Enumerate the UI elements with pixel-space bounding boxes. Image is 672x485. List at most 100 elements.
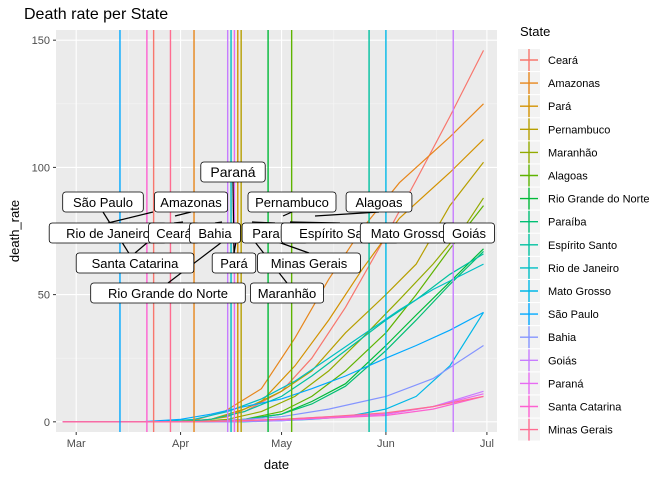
annotation-labels: Paraná São Paulo Amazonas Pernambuco Alagoas…: [48, 161, 495, 304]
legend-item: Rio de Janeiro: [518, 256, 619, 279]
x-tick-label: Mar: [67, 438, 86, 450]
series-lines: [62, 50, 485, 423]
legend-label: São Paulo: [548, 309, 599, 321]
legend-label: Maranhão: [548, 147, 598, 159]
annotation-label: Pará: [211, 252, 257, 274]
y-tick-label: 50: [38, 290, 50, 302]
annotation-text: Mato Grosso: [371, 226, 445, 241]
annotation-label: Goiás: [443, 222, 495, 244]
series-line-minas-gerais: [62, 395, 484, 423]
annotation-text: Rio de Janeiro: [66, 226, 150, 241]
series-line-maranhão: [62, 197, 485, 423]
annotation-label: Ceará: [148, 222, 200, 244]
annotation-leader: [233, 241, 237, 254]
legend-item: Maranhão: [518, 141, 598, 164]
annotation-label: Minas Gerais: [257, 252, 361, 274]
legend-item: Bahia: [518, 326, 577, 349]
annotation-text: Maranhão: [258, 286, 317, 301]
annotation-leader: [107, 211, 154, 224]
legend-label: Santa Catarina: [548, 402, 622, 414]
annotation-box: [189, 222, 241, 244]
legend-item: Espírito Santo: [518, 233, 617, 256]
legend-item: Santa Catarina: [518, 395, 622, 418]
annotation-box: [153, 191, 228, 213]
legend-label: Goiás: [548, 355, 577, 367]
annotation-text: São Paulo: [73, 195, 133, 210]
annotation-label: São Paulo: [62, 191, 144, 213]
legend-item: São Paulo: [518, 303, 599, 326]
annotation-leader: [314, 211, 380, 217]
x-tick-label: Jul: [480, 438, 494, 450]
annotation-leader: [282, 211, 293, 217]
x-tick-label: Jun: [377, 438, 395, 450]
series-line-amazonas: [62, 103, 484, 423]
y-tick-label: 0: [44, 417, 50, 429]
annotation-text: Alagoas: [356, 195, 403, 210]
annotation-text: Santa Catarina: [92, 256, 179, 271]
legend-item: Rio Grande do Norte: [518, 187, 650, 210]
series-line-são-paulo: [62, 311, 484, 423]
annotation-box: [247, 191, 337, 213]
legend-item: Paraná: [518, 372, 584, 395]
x-axis-title: date: [264, 457, 289, 472]
legend-item: Ceará: [518, 49, 579, 71]
annotation-label: Santa Catarina: [75, 252, 195, 274]
y-axis-title: death_rate: [7, 200, 22, 262]
legend-label: Rio de Janeiro: [548, 263, 619, 275]
series-line-espírito-santo: [62, 253, 484, 423]
annotation-box: [75, 252, 195, 274]
legend-label: Rio Grande do Norte: [548, 194, 650, 206]
legend-item: Paraíba: [518, 210, 587, 233]
annotation-text: Rio Grande do Norte: [108, 286, 228, 301]
legend-label: Espírito Santo: [548, 240, 617, 252]
chart-title: Death rate per State: [24, 6, 168, 23]
annotation-box: [90, 282, 246, 304]
annotation-text: Pará: [220, 256, 248, 271]
annotation-label: Paraná: [200, 161, 266, 183]
legend-label: Pará: [548, 101, 572, 113]
legend-item: Goiás: [518, 349, 577, 372]
annotation-leader: [277, 241, 310, 254]
legend-label: Paraíba: [548, 217, 587, 229]
legend-label: Pernambuco: [548, 124, 610, 136]
annotation-box: [345, 191, 413, 213]
annotation-box: [62, 191, 144, 213]
x-tick-label: Apr: [172, 438, 189, 450]
annotation-label: Alagoas: [345, 191, 413, 213]
x-tick-label: May: [271, 438, 292, 450]
annotation-text: Ceará: [156, 226, 192, 241]
annotation-leader: [167, 241, 223, 284]
legend-label: Paraná: [548, 378, 584, 390]
annotation-label: Mato Grosso: [359, 222, 457, 244]
legend-item: Amazonas: [518, 72, 600, 95]
annotation-text: Minas Gerais: [271, 256, 348, 271]
annotation-leader: [134, 241, 149, 254]
y-tick-label: 150: [32, 35, 50, 47]
annotation-box: [443, 222, 495, 244]
legend-item: Minas Gerais: [518, 418, 613, 441]
legend-label: Mato Grosso: [548, 286, 611, 298]
annotation-box: [249, 282, 324, 304]
annotation-box: [257, 252, 361, 274]
legend-item: Mato Grosso: [518, 280, 611, 302]
annotation-box: [211, 252, 257, 274]
series-line-rio-de-janeiro: [62, 263, 484, 423]
legend-item: Pernambuco: [518, 118, 610, 141]
annotation-text: Goiás: [452, 226, 486, 241]
legend-label: Minas Gerais: [548, 425, 613, 437]
annotation-text: Pernambuco: [255, 195, 329, 210]
legend-label: Ceará: [548, 55, 579, 67]
annotation-text: Bahia: [198, 226, 232, 241]
legend-item: Alagoas: [518, 164, 588, 187]
annotation-label: Pernambuco: [247, 191, 337, 213]
annotation-label: Maranhão: [249, 282, 324, 304]
legend-label: Amazonas: [548, 78, 600, 90]
legend-label: Alagoas: [548, 171, 588, 183]
annotation-label: Rio Grande do Norte: [90, 282, 246, 304]
annotation-box: [200, 161, 266, 183]
legend-item: Pará: [518, 95, 572, 118]
annotation-text: Amazonas: [160, 195, 222, 210]
legend-title: State: [520, 24, 550, 39]
